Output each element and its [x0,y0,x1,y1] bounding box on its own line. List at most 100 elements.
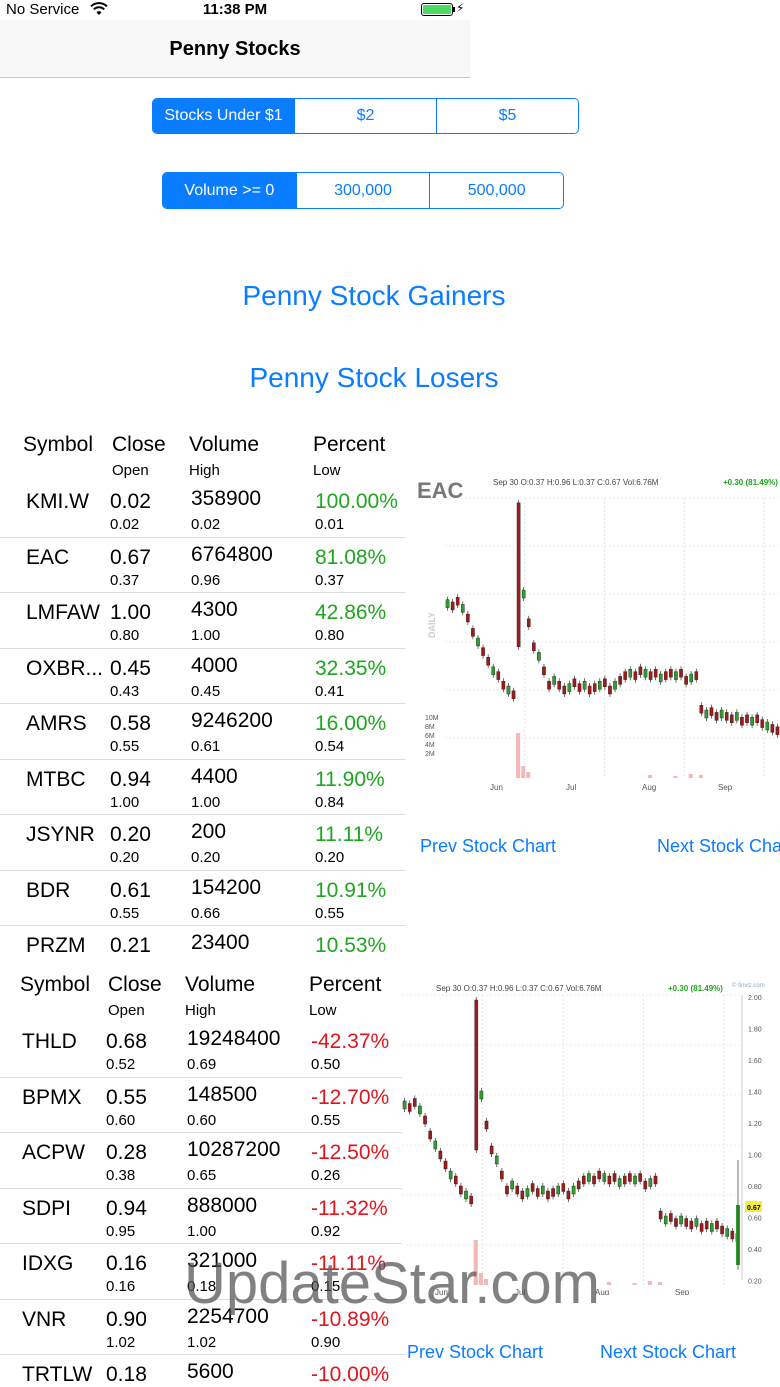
candle-body [443,1160,448,1170]
candle-body [547,680,551,690]
table-row[interactable]: EAC 0.67 6764800 81.08% 0.37 0.96 0.37 [0,538,405,593]
price-filter-under-5[interactable]: $5 [436,99,578,133]
candle-body [735,712,739,721]
table-row[interactable]: LMFAW 1.00 4300 42.86% 0.80 1.00 0.80 [0,593,405,649]
candle-body [689,673,693,683]
candle-body [613,680,617,690]
table-row[interactable]: JSYNR 0.20 200 11.11% 0.20 0.20 0.20 [0,815,405,871]
volume-bar [521,766,526,778]
candle-body [643,668,648,678]
volume-filter-500k[interactable]: 500,000 [429,173,563,208]
table-row[interactable]: BDR 0.61 154200 10.91% 0.55 0.66 0.55 [0,871,405,926]
candle-body [459,1185,463,1195]
candle-body [597,1170,601,1180]
symbol-cell: LMFAW [26,601,100,624]
chart-ohlc-header: Sep 30 O:0.37 H:0.96 L:0.37 C:0.67 Vol:6… [493,478,659,487]
symbol-cell: PRZM [26,934,86,956]
candle-body [694,671,699,680]
next-stock-chart-button[interactable]: Next Stock Chart [600,1342,737,1362]
table-row[interactable]: AMRS 0.58 9246200 16.00% 0.55 0.61 0.54 [0,704,405,760]
gainers-rows: KMI.W 0.02 358900 100.00% 0.02 0.02 0.01 EAC 0.6… [0,482,405,956]
price-tick-label: 1.20 [748,1121,762,1128]
candle-body [532,642,536,652]
table-row[interactable]: MTBC 0.94 4400 11.90% 1.00 1.00 0.84 [0,760,405,815]
price-tick-label: 1.00 [748,1153,762,1160]
table-row[interactable]: SDPI 0.94 888000 -11.32% 0.95 1.00 0.92 [0,1189,405,1244]
volume-cell: 5600 [187,1360,234,1383]
table-row[interactable]: TRTLW 0.18 5600 -10.00% [0,1355,405,1387]
table-row[interactable]: OXBR... 0.45 4000 32.35% 0.43 0.45 0.41 [0,649,405,704]
table-row[interactable]: BPMX 0.55 148500 -12.70% 0.60 0.60 0.55 [0,1078,405,1133]
candle-body [464,1190,468,1200]
volume-bar [647,1281,652,1285]
penny-stock-gainers-link[interactable]: Penny Stock Gainers [242,280,506,311]
volume-bar [478,1273,483,1285]
prev-stock-chart-button[interactable]: Prev Stock Chart [407,1342,544,1362]
candle-body [710,1223,714,1232]
candle-body [526,618,531,628]
table-row[interactable]: PRZM 0.21 23400 10.53% [0,926,405,956]
volume-cell: 6764800 [191,542,273,566]
table-row[interactable]: VNR 0.90 2254700 -10.89% 1.02 1.02 0.90 [0,1300,405,1355]
high-cell: 0.96 [191,571,221,589]
penny-stock-losers-link[interactable]: Penny Stock Losers [249,362,499,393]
candle-body [402,1100,407,1110]
candle-body [521,589,526,599]
table-row[interactable]: THLD 0.68 19248400 -42.37% 0.52 0.69 0.50 [0,1022,405,1078]
candle-body [572,678,577,688]
candle-body [438,1150,443,1160]
gainer-stock-chart[interactable]: EAC Sep 30 O:0.37 H:0.96 L:0.37 C:0.67 Vo… [415,468,780,796]
low-cell: 0.01 [315,516,345,533]
open-cell: 1.02 [106,1333,136,1351]
candle-body [571,1185,576,1195]
volume-tick-label: 8M [425,724,435,731]
percent-cell: 81.08% [315,545,387,569]
volume-cell: 148500 [187,1082,258,1106]
volume-tick-label: 2M [425,751,435,758]
table-row[interactable]: KMI.W 0.02 358900 100.00% 0.02 0.02 0.01 [0,482,405,538]
symbol-cell: JSYNR [26,823,95,846]
month-label: Jul [515,1288,525,1295]
last-price-marker [745,1201,762,1212]
candle-body [745,714,749,724]
close-cell: 0.55 [106,1085,147,1109]
table-subheader: Open High Low [0,1000,405,1022]
carrier-label: No Service [6,1,80,18]
volume-bar [688,774,693,778]
volume-filter-300k[interactable]: 300,000 [295,173,430,208]
candle-body [653,668,658,678]
candle-body [489,1145,494,1155]
prev-stock-chart-button[interactable]: Prev Stock Chart [420,836,557,856]
candle-body [725,1228,729,1237]
candle-body [648,1178,653,1187]
candle-body [633,1175,637,1185]
table-row[interactable]: IDXG 0.16 321000 -11.11% 0.16 0.18 0.15 [0,1244,405,1300]
candle-body [450,601,455,611]
open-cell: 0.95 [106,1222,136,1240]
price-filter-under-2[interactable]: $2 [294,99,436,133]
high-cell: 1.00 [187,1222,217,1240]
next-stock-chart-button[interactable]: Next Stock Chart [657,836,780,856]
candle-body [418,1105,422,1115]
candle-body [719,709,724,719]
candle-body [471,628,475,637]
chart-change: +0.30 (81.49%) [723,478,778,487]
chart-change: +0.30 (81.49%) [668,984,723,993]
candle-body [557,680,562,690]
candle-body [566,1190,571,1200]
gainers-table[interactable]: Symbol Close Volume Percent Open High Lo… [0,428,405,956]
open-cell: 0.38 [106,1167,136,1184]
close-cell: 1.00 [110,601,151,624]
chart-ohlc-header: Sep 30 O:0.37 H:0.96 L:0.37 C:0.67 Vol:6… [436,984,602,993]
price-filter-under-1[interactable]: Stocks Under $1 [153,99,294,133]
table-row[interactable]: ACPW 0.28 10287200 -12.50% 0.38 0.65 0.26 [0,1133,405,1189]
losers-table[interactable]: Symbol Close Volume Percent Open High Lo… [0,968,405,1387]
percent-cell: -11.11% [311,1252,387,1275]
candle-body [479,1090,484,1100]
price-tick-label: 0.80 [748,1184,762,1191]
open-cell: 0.55 [110,738,140,755]
loser-stock-chart[interactable]: Sep 30 O:0.37 H:0.96 L:0.37 C:0.67 Vol:6… [402,975,780,1295]
volume-filter-any[interactable]: Volume >= 0 [163,173,296,208]
candle-body [505,1185,509,1195]
percent-cell: -12.70% [311,1085,390,1109]
